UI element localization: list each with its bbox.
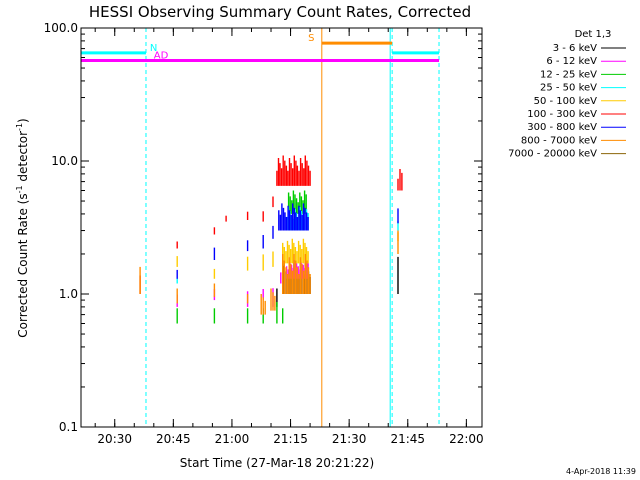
x-tick-label-4: 21:30	[332, 432, 367, 446]
y-axis-label: Corrected Count Rate (s-1 detector-1)	[15, 118, 30, 337]
series-6-segment-5	[278, 203, 309, 231]
plot-frame	[80, 27, 483, 428]
y-tick-label-2: 10.0	[51, 154, 78, 168]
series-4-segment-5	[282, 238, 309, 264]
legend-title: Det 1,3	[575, 29, 612, 40]
legend-label-8: 7000 - 20000 keV	[508, 149, 597, 160]
x-tick-label-1: 20:45	[156, 432, 191, 446]
legend-label-1: 6 - 12 keV	[546, 56, 597, 67]
x-axis: 20:30 20:45 21:00 21:15 21:30 21:45 22:00	[94, 28, 484, 446]
x-tick-label-2: 21:00	[215, 432, 250, 446]
legend-label-5: 100 - 300 keV	[527, 109, 597, 120]
series-7-segment-4	[260, 294, 266, 315]
footer-timestamp: 4-Apr-2018 11:39	[566, 467, 636, 476]
mode-label-0: N	[150, 43, 157, 54]
series-7-segment-5	[270, 288, 276, 311]
y-tick-label-1: 1.0	[59, 287, 78, 301]
x-tick-label-6: 22:00	[449, 432, 484, 446]
plot-area: NAD S	[80, 28, 440, 427]
legend-label-7: 800 - 7000 keV	[521, 135, 597, 146]
x-tick-label-5: 21:45	[390, 432, 425, 446]
legend-label-3: 25 - 50 keV	[540, 83, 597, 94]
mode-label-2: AD	[154, 50, 169, 61]
legend: Det 1,3 3 - 6 keV 6 - 12 keV 12 - 25 keV 25…	[508, 29, 626, 160]
legend-label-2: 12 - 25 keV	[540, 69, 597, 80]
series-5-segment-8	[397, 169, 403, 191]
mode-label-3: S	[308, 33, 314, 44]
x-axis-label: Start Time (27-Mar-18 20:21:22)	[180, 456, 374, 470]
legend-label-0: 3 - 6 keV	[553, 43, 597, 54]
x-tick-label-0: 20:30	[97, 432, 132, 446]
series-7-segment-6	[282, 254, 311, 294]
series-5-segment-7	[276, 155, 311, 186]
legend-label-4: 50 - 100 keV	[534, 96, 598, 107]
y-axis: 0.1 1.0 10.0 100.0	[44, 21, 482, 434]
chart-title: HESSI Observing Summary Count Rates, Cor…	[89, 3, 471, 21]
y-tick-label-3: 100.0	[44, 21, 78, 35]
legend-label-6: 300 - 800 keV	[527, 122, 597, 133]
y-tick-label-0: 0.1	[59, 420, 78, 434]
x-tick-label-3: 21:15	[273, 432, 308, 446]
